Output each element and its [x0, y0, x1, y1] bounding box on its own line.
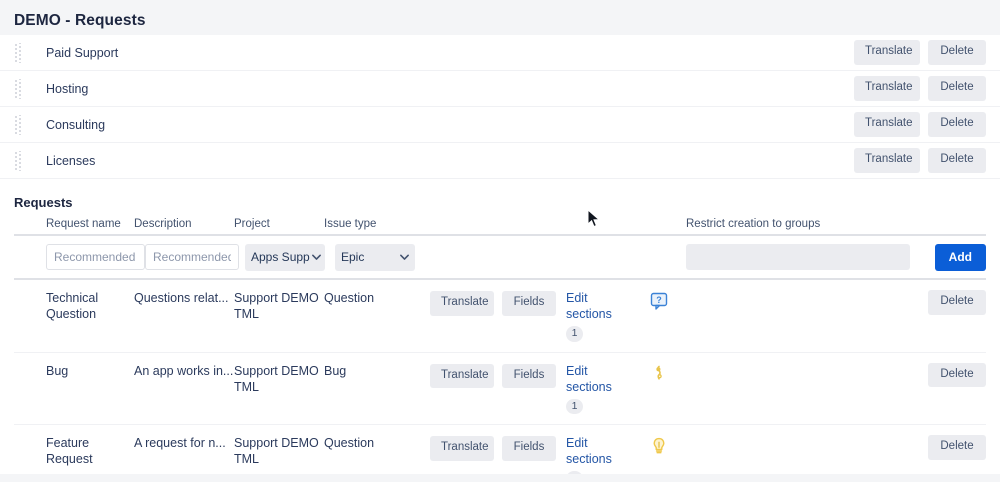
row-grip-cell	[14, 435, 24, 439]
request-issue-type: Bug	[324, 363, 347, 378]
drag-handle-icon[interactable]	[14, 114, 22, 135]
portal-group-row[interactable]: Licenses Translate Delete	[0, 143, 1000, 179]
row-grip-cell	[14, 363, 24, 367]
portal-group-row[interactable]: Consulting Translate Delete	[0, 107, 1000, 143]
issue-type-select[interactable]: Epic	[335, 243, 415, 271]
add-row-project-cell: Apps Supp	[245, 243, 335, 271]
delete-button[interactable]: Delete	[928, 362, 986, 387]
portal-group-row[interactable]: Hosting Translate Delete	[0, 71, 1000, 107]
translate-button[interactable]: Translate	[430, 363, 494, 388]
fields-button[interactable]: Fields	[502, 291, 556, 316]
edit-sections-link[interactable]: Edit sections 1	[566, 290, 624, 342]
request-row[interactable]: Bug An app works in... Support DEMO TML …	[14, 353, 986, 425]
issue-type-select-value: Epic	[341, 250, 365, 264]
column-header-project: Project	[234, 218, 270, 230]
sections-count-badge: 1	[566, 326, 583, 342]
chevron-down-icon	[311, 252, 322, 263]
column-header-description: Description	[134, 218, 192, 230]
question-bubble-icon: ?	[648, 290, 670, 312]
translate-button[interactable]: Translate	[854, 148, 920, 173]
row-delete-cell: Delete	[914, 362, 986, 387]
add-row-submit-cell: Add	[914, 243, 986, 271]
page-title: DEMO - Requests	[14, 11, 146, 29]
request-project: Support DEMO TML	[234, 436, 319, 466]
sections-count-badge: 1	[566, 398, 583, 414]
request-project: Support DEMO TML	[234, 363, 319, 394]
edit-sections-label: Edit sections	[566, 436, 612, 466]
column-header-request-name: Request name	[46, 218, 121, 230]
edit-sections-label: Edit sections	[566, 291, 612, 321]
translate-button[interactable]: Translate	[430, 291, 494, 316]
add-row-issue-type-cell: Epic	[335, 243, 435, 271]
request-issue-type: Question	[324, 291, 375, 305]
delete-button[interactable]: Delete	[928, 40, 986, 65]
request-row[interactable]: Technical Question Questions relat... Su…	[14, 280, 986, 353]
drag-handle-icon[interactable]	[14, 78, 22, 99]
add-button[interactable]: Add	[934, 243, 986, 271]
request-name: Feature Request	[46, 436, 93, 466]
fields-button[interactable]: Fields	[502, 363, 556, 388]
request-row[interactable]: Feature Request A request for n... Suppo…	[14, 425, 986, 482]
drag-handle-icon[interactable]	[14, 150, 22, 171]
add-row-name-cell	[24, 244, 145, 270]
edit-sections-link[interactable]: Edit sections 1	[566, 363, 624, 414]
page-bottom-strip	[0, 474, 1000, 482]
chevron-down-icon	[399, 252, 410, 263]
add-row-groups-cell	[686, 244, 914, 270]
add-request-row: Apps Supp Epic	[14, 236, 986, 280]
requests-section-title: Requests	[14, 195, 73, 210]
svg-text:?: ?	[656, 295, 662, 305]
restrict-groups-input[interactable]	[686, 244, 910, 270]
row-actions: Translate Fields Edit sections 1 ?	[424, 290, 914, 342]
request-issue-type: Question	[324, 436, 375, 450]
requests-table: Request name Description Project Issue t…	[0, 210, 1000, 482]
request-description: A request for n...	[134, 436, 226, 450]
portal-group-name: Licenses	[46, 153, 96, 168]
translate-button[interactable]: Translate	[854, 112, 920, 137]
translate-button[interactable]: Translate	[430, 436, 494, 461]
row-actions: Translate Fields Edit sections 1	[424, 363, 914, 414]
row-delete-cell: Delete	[914, 290, 986, 315]
column-header-issue-type: Issue type	[324, 218, 377, 230]
delete-button[interactable]: Delete	[928, 148, 986, 173]
portal-group-name: Consulting	[46, 117, 106, 132]
portal-group-name: Hosting	[46, 81, 89, 96]
delete-button[interactable]: Delete	[928, 435, 986, 460]
fields-button[interactable]: Fields	[502, 436, 556, 461]
project-select-value: Apps Supp	[251, 250, 310, 264]
add-row-description-cell	[145, 244, 245, 270]
request-name: Bug	[46, 363, 69, 378]
request-description: Questions relat...	[134, 291, 229, 305]
requests-table-header: Request name Description Project Issue t…	[14, 210, 986, 236]
request-name: Technical Question	[46, 291, 99, 321]
drag-handle-icon[interactable]	[14, 42, 22, 63]
edit-sections-label: Edit sections	[566, 363, 612, 394]
row-delete-cell: Delete	[914, 435, 986, 460]
delete-button[interactable]: Delete	[928, 112, 986, 137]
bug-icon	[648, 363, 670, 385]
request-description: An app works in...	[134, 363, 234, 378]
request-project: Support DEMO TML	[234, 291, 319, 321]
request-name-input[interactable]	[46, 244, 145, 270]
delete-button[interactable]: Delete	[928, 76, 986, 101]
portal-group-name: Paid Support	[46, 45, 119, 60]
translate-button[interactable]: Translate	[854, 40, 920, 65]
lightbulb-icon	[648, 435, 670, 457]
column-header-restrict-groups: Restrict creation to groups	[686, 218, 821, 230]
translate-button[interactable]: Translate	[854, 76, 920, 101]
row-grip-cell	[14, 290, 24, 294]
description-input[interactable]	[145, 244, 239, 270]
portal-groups-list: Paid Support Translate Delete Hosting Tr…	[0, 35, 1000, 179]
portal-group-row[interactable]: Paid Support Translate Delete	[0, 35, 1000, 71]
project-select[interactable]: Apps Supp	[245, 243, 325, 271]
delete-button[interactable]: Delete	[928, 290, 986, 315]
